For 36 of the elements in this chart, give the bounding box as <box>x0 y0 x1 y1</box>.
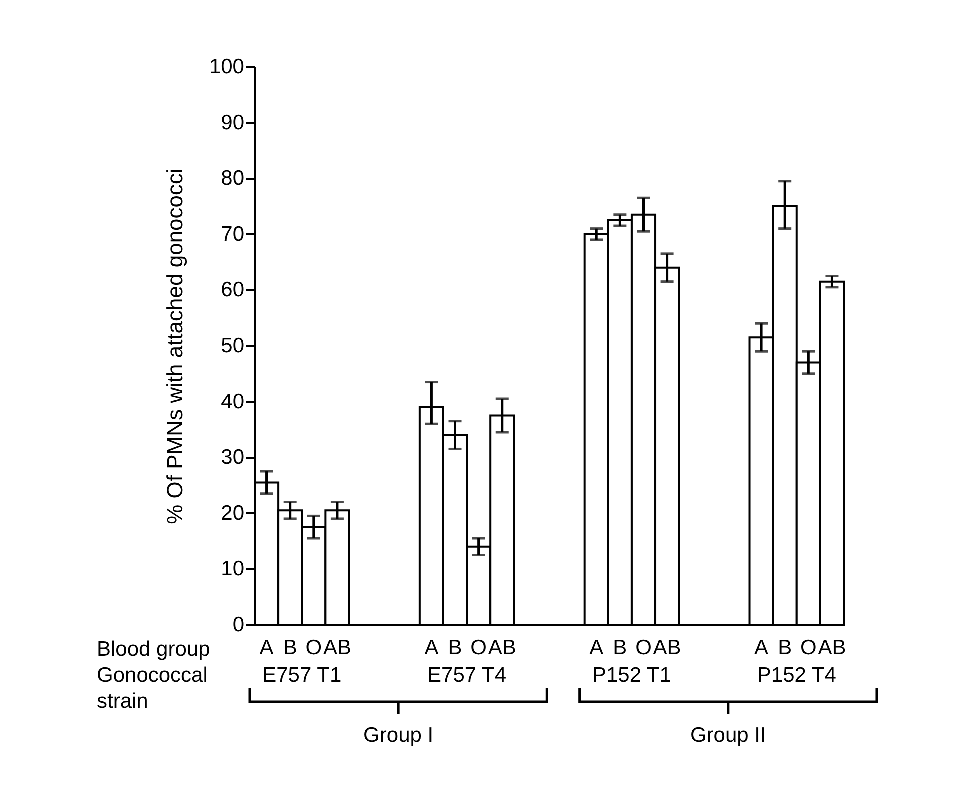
x-tick-label: B <box>283 636 298 660</box>
y-tick-label: 10 <box>221 558 244 581</box>
x-tick-label: B <box>613 636 628 660</box>
x-tick-label: O <box>800 636 817 660</box>
text: E757 T1 <box>262 664 342 687</box>
text: E757 T4 <box>428 664 507 687</box>
text: Group I <box>364 724 434 747</box>
x-tick-label: A <box>260 636 274 660</box>
y-tick-label: 0 <box>232 614 244 636</box>
x-tick-label: AB <box>818 636 846 660</box>
x-tick-label: A <box>424 636 439 660</box>
text: P152 T1 <box>592 664 672 687</box>
x-tick-label: A <box>590 636 604 660</box>
x-tick-label: B <box>448 636 462 660</box>
y-axis-title: % Of PMNs with attached gonococci <box>162 168 188 524</box>
x-tick-label: AB <box>488 636 516 660</box>
y-tick-label: 60 <box>221 278 244 302</box>
y-tick-label: 90 <box>221 111 244 134</box>
x-tick-label: O <box>636 636 652 660</box>
text: Gonococcal strain <box>97 664 208 713</box>
y-tick-label: 100 <box>209 56 244 78</box>
x-tick-label: AB <box>653 636 682 660</box>
x-tick-label: B <box>778 636 792 660</box>
y-tick-label: 80 <box>221 167 244 190</box>
y-tick-label: 50 <box>221 334 244 358</box>
y-tick-label: 70 <box>221 222 244 246</box>
text: Group II <box>690 724 766 747</box>
x-tick-label: O <box>470 636 487 660</box>
text: P152 T4 <box>757 664 837 687</box>
text: Blood group <box>97 638 210 661</box>
y-tick-label: 40 <box>221 390 244 414</box>
x-tick-label: AB <box>323 636 352 660</box>
y-tick-label: 20 <box>221 502 244 525</box>
x-tick-label: O <box>306 636 322 660</box>
y-tick-label: 30 <box>221 446 244 470</box>
x-tick-label: A <box>754 636 769 660</box>
